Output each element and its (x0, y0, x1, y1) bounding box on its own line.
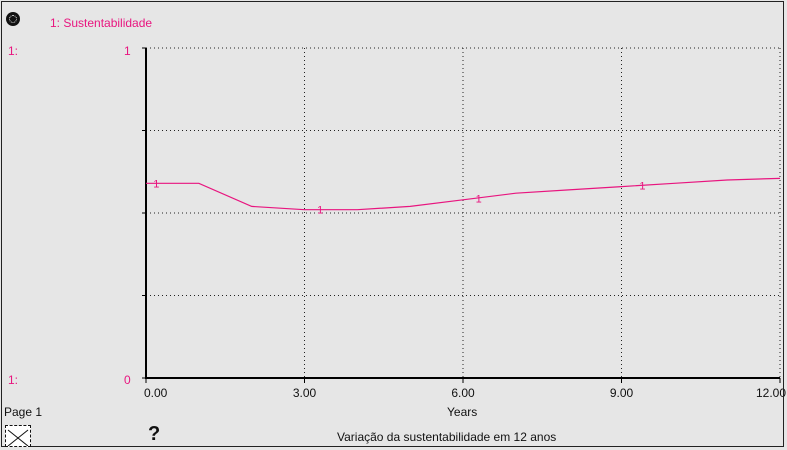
y-max-tick-label: 1 (124, 44, 131, 58)
x-tick-label: 3.00 (293, 386, 317, 400)
y-scale-min-series-label: 1: (8, 373, 19, 387)
series-line-sustentabilidade (146, 177, 781, 211)
help-question-icon[interactable]: ? (148, 423, 161, 445)
y-scale-max-series-label: 1: (8, 44, 19, 58)
series-marker-label: 1 (476, 193, 482, 205)
x-tick-label: 12.00 (756, 386, 786, 400)
legend-series-label[interactable]: 1: Sustentabilidade (50, 16, 153, 30)
series-marker-label: 1 (317, 205, 323, 217)
series-marker-label: 1 (153, 178, 159, 190)
y-min-tick-label: 0 (124, 373, 131, 387)
series-marker-label: 1 (639, 181, 645, 193)
x-tick-labels: 0.00 3.00 6.00 9.00 12.00 (144, 386, 786, 400)
x-tick-label: 9.00 (610, 386, 634, 400)
grid-lines (146, 47, 781, 378)
graph-caption: Variação da sustentabilidade em 12 anos (337, 430, 557, 444)
page-flip-icon[interactable] (5, 425, 31, 447)
graph-lock-icon[interactable] (6, 12, 20, 26)
axes (142, 47, 781, 383)
x-axis-label: Years (447, 405, 478, 419)
page-label: Page 1 (4, 405, 43, 419)
series-layer: 1 1 1 1 (146, 177, 781, 217)
x-tick-label: 0.00 (144, 386, 168, 400)
x-tick-label: 6.00 (451, 386, 475, 400)
